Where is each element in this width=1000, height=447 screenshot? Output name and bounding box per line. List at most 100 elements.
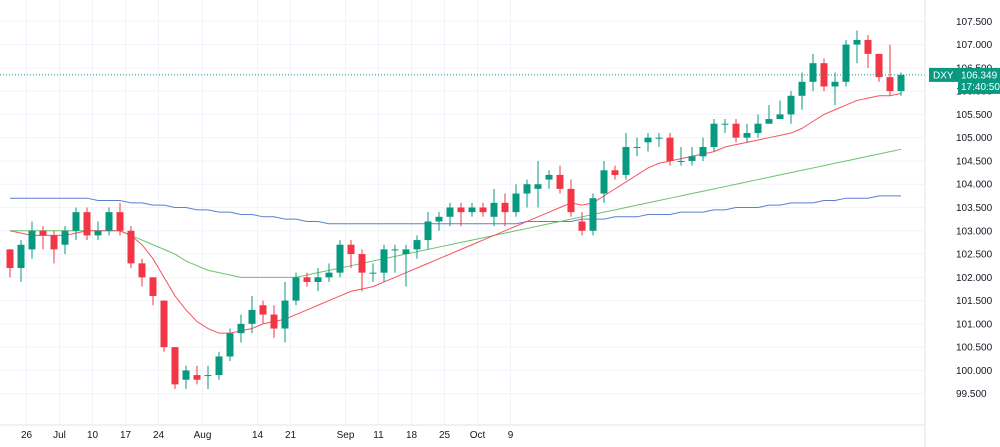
candle [512, 184, 520, 217]
grid [0, 0, 925, 425]
candle [644, 133, 652, 152]
symbol-label: DXY [933, 70, 954, 81]
candle-body [633, 146, 641, 148]
candle-body [501, 202, 509, 213]
x-tick-label: 21 [285, 430, 297, 441]
candle-body [138, 263, 146, 278]
candle-body [666, 137, 674, 161]
candle-body [468, 207, 476, 213]
candle-body [556, 174, 564, 189]
candle-body [303, 277, 311, 282]
time-axis[interactable]: 26 Jul 10 17 24 Aug 14 21 Sep 11 18 25 Oct 9 [0, 424, 925, 441]
candle [875, 53, 883, 82]
last-price-box [958, 67, 1000, 94]
candle-body [182, 370, 190, 380]
candle-body [17, 244, 25, 269]
candle [72, 207, 80, 241]
candle-body [336, 244, 344, 273]
candle [820, 58, 828, 92]
candle [435, 212, 443, 231]
candle-body [204, 375, 212, 377]
candle-body [61, 230, 69, 245]
candle-body [831, 81, 839, 87]
candle-body [105, 212, 113, 231]
candle-body [567, 188, 575, 213]
candle [94, 221, 102, 241]
candle [765, 105, 773, 124]
candle [336, 240, 344, 278]
candle [105, 207, 113, 236]
y-tick-label: 103.000 [956, 226, 993, 237]
candle [314, 268, 322, 292]
candle-body [457, 207, 465, 213]
x-tick-label: 24 [153, 430, 165, 441]
candle [248, 295, 256, 334]
last-price-tag: DXY 106.349 17:40:50 [929, 67, 1000, 94]
candle-body [897, 74, 905, 92]
candle-body [413, 240, 421, 250]
candle [61, 226, 69, 255]
candle-body [149, 277, 157, 296]
candle [50, 230, 58, 264]
x-tick-label: Aug [194, 430, 212, 441]
candle-body [325, 272, 333, 278]
candle-body [6, 249, 14, 269]
candle [545, 170, 553, 189]
last-price-value: 106.349 [961, 70, 998, 81]
candle [655, 133, 663, 147]
candle [369, 263, 377, 282]
candle [501, 193, 509, 227]
candle [523, 179, 531, 208]
candle-body [655, 137, 663, 139]
candle-body [600, 170, 608, 194]
candle-body [94, 230, 102, 236]
candle-body [83, 212, 91, 236]
candle-body [886, 77, 894, 92]
x-tick-label: 25 [439, 430, 451, 441]
candle [798, 72, 806, 110]
candle-body [72, 212, 80, 231]
candle-body [787, 95, 795, 115]
candle-body [314, 277, 322, 282]
candles [6, 30, 905, 390]
y-tick-label: 105.500 [956, 110, 993, 121]
moving-averages [9, 92, 902, 334]
candle [611, 165, 619, 180]
y-tick-label: 102.000 [956, 273, 993, 284]
candle-body [39, 230, 47, 236]
candle-body [743, 133, 751, 138]
candle [347, 240, 355, 269]
candle-body [523, 184, 531, 194]
ma-mid-line [10, 148, 902, 278]
candle [391, 244, 399, 273]
candle [490, 188, 498, 227]
candle-body [776, 114, 784, 120]
candle-body [732, 123, 740, 138]
x-tick-label: Jul [53, 430, 66, 441]
candle [226, 328, 234, 362]
candle-body [611, 170, 619, 175]
candle-body [699, 146, 707, 157]
candle-body [842, 44, 850, 82]
candle [468, 202, 476, 217]
candle [270, 305, 278, 338]
candle [578, 212, 586, 236]
price-axis[interactable]: 99.500 100.000 100.500 101.000 101.500 102.00… [924, 0, 993, 447]
candle-body [853, 39, 861, 45]
y-tick-label: 107.000 [956, 40, 993, 51]
candle [699, 137, 707, 161]
candle-body [589, 198, 597, 231]
candle [897, 72, 905, 96]
candle-body [435, 216, 443, 222]
candle [743, 123, 751, 143]
candle [446, 202, 454, 227]
candle-body [281, 300, 289, 329]
candle-body [864, 39, 872, 54]
candle-body [380, 249, 388, 273]
candle-body [479, 207, 487, 213]
candle-body [622, 146, 630, 175]
candle [622, 133, 630, 180]
y-tick-label: 105.000 [956, 133, 993, 144]
candle [182, 365, 190, 390]
